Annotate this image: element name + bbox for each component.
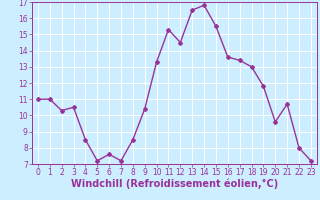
X-axis label: Windchill (Refroidissement éolien,°C): Windchill (Refroidissement éolien,°C) xyxy=(71,179,278,189)
